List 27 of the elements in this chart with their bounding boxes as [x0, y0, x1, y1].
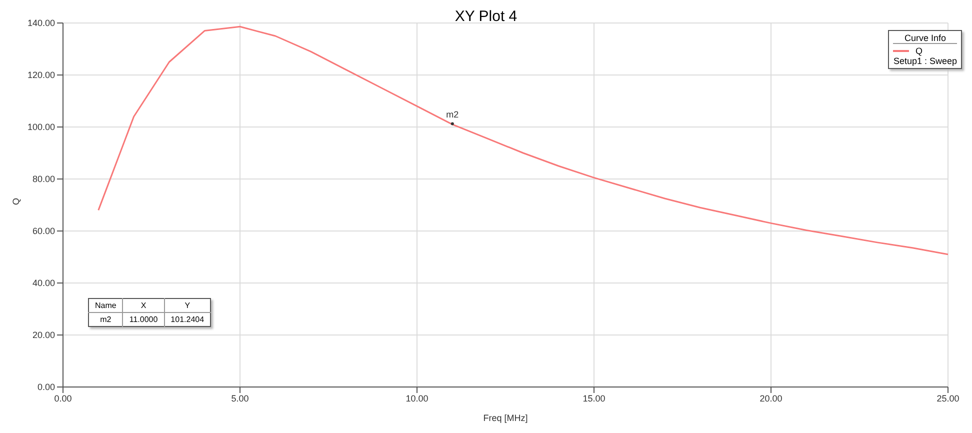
y-tick-label: 140.00	[27, 18, 55, 28]
annotation: Name	[88, 298, 123, 312]
y-tick-label: 100.00	[27, 122, 55, 132]
annotation: 101.2404	[170, 314, 206, 326]
x-axis-title: Freq [MHz]	[483, 413, 528, 423]
annotation: X	[122, 298, 164, 312]
x-tick-label: 25.00	[936, 393, 960, 404]
annotation: m2	[88, 312, 123, 326]
annotation: Y	[164, 298, 211, 312]
annotation: Setup1 : Sweep	[893, 56, 957, 66]
legend-title: Curve Info	[893, 33, 957, 44]
y-tick-label: 120.00	[27, 70, 55, 80]
y-tick-label: 20.00	[32, 330, 55, 340]
y-tick-label: 80.00	[32, 174, 55, 184]
annotation: 11.0000	[122, 312, 164, 326]
legend-label: Q	[915, 46, 922, 56]
y-tick-label: 0.00	[37, 382, 55, 392]
annotation: m2	[446, 109, 459, 120]
x-tick-label: 15.00	[582, 393, 606, 404]
y-tick-label: 60.00	[32, 226, 55, 236]
x-tick-label: 20.00	[760, 393, 782, 404]
x-tick-label: 10.00	[406, 393, 428, 404]
y-tick-label: 40.00	[32, 278, 55, 288]
y-axis-title: Q	[11, 198, 22, 205]
x-tick-label: 5.00	[231, 393, 249, 404]
chart-title: XY Plot 4	[454, 8, 518, 25]
x-tick-label: 0.00	[54, 393, 72, 404]
